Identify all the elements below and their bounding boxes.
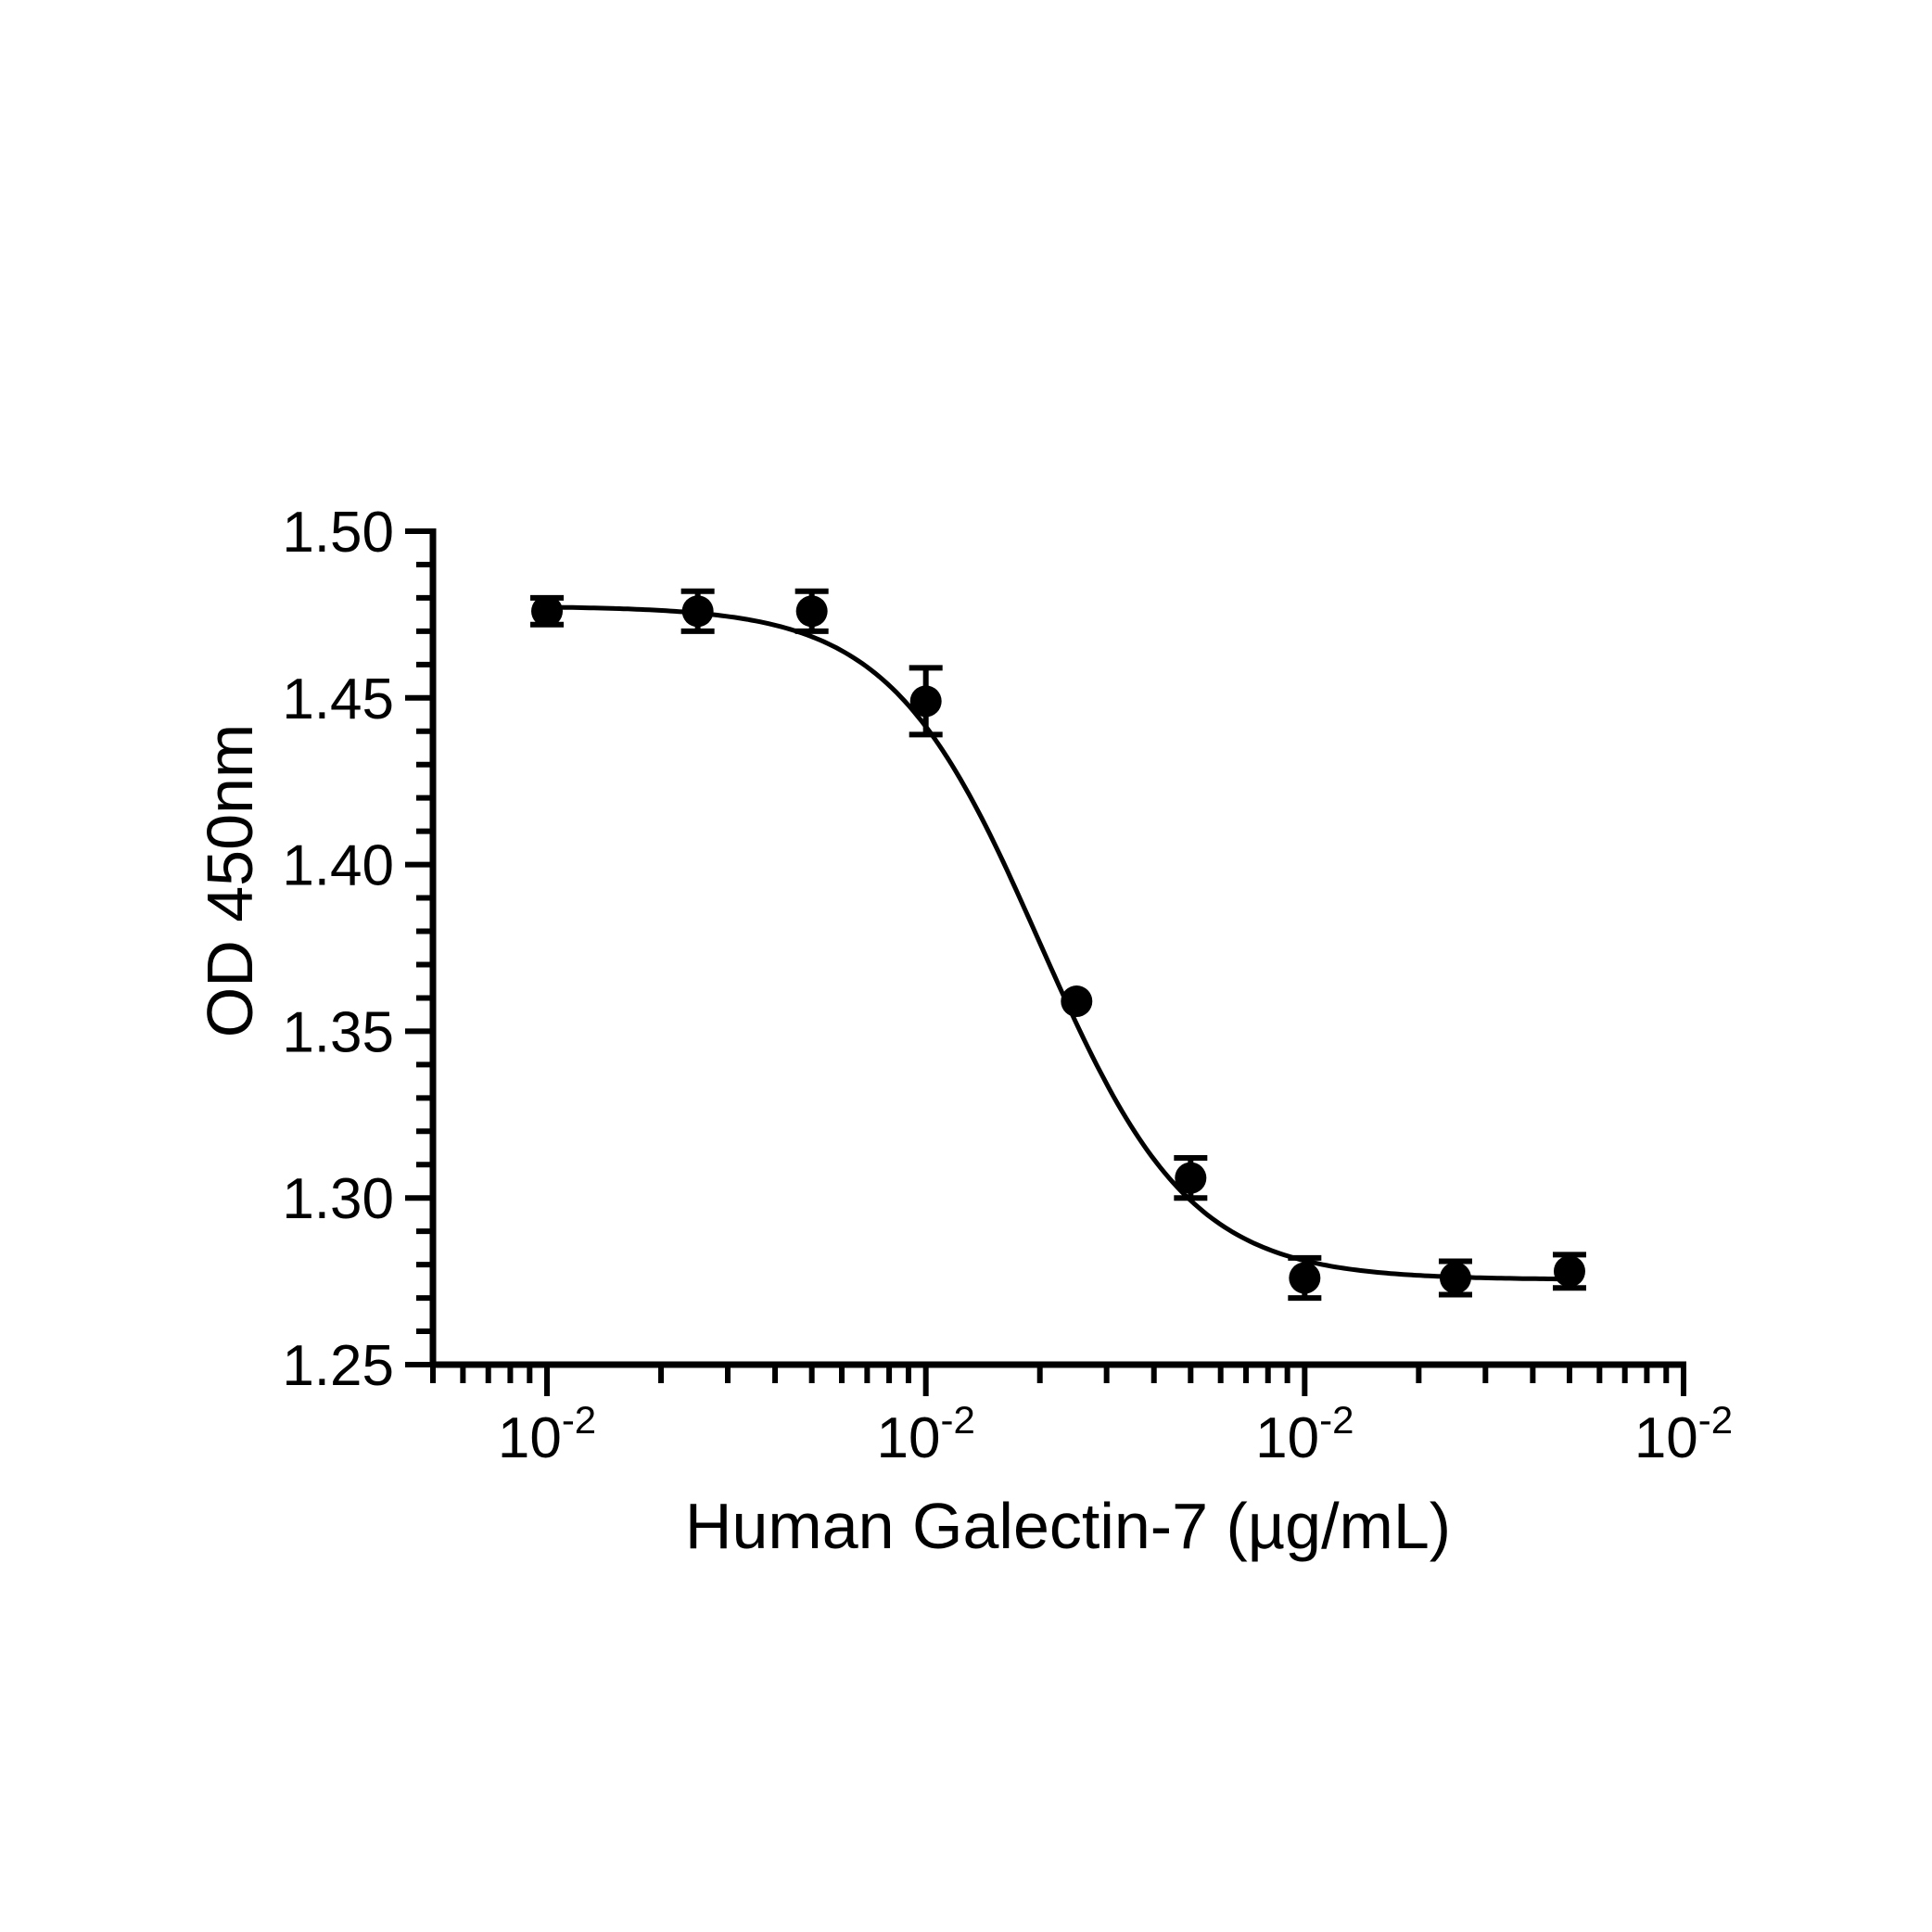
point-marker <box>681 595 714 628</box>
data-point <box>530 594 565 628</box>
point-marker <box>795 595 828 628</box>
point-marker <box>909 685 942 718</box>
fit-curve <box>546 604 1570 1282</box>
y-tick-label: 1.35 <box>282 1000 394 1064</box>
y-tick-label: 1.30 <box>282 1167 394 1231</box>
data-point <box>1061 985 1093 1018</box>
data-point <box>680 588 715 634</box>
y-tick-label: 1.45 <box>282 667 394 731</box>
point-marker <box>1061 985 1093 1018</box>
data-points <box>530 588 1586 1302</box>
data-point <box>1288 1254 1322 1302</box>
data-point <box>1174 1155 1208 1201</box>
fit-curve-group <box>546 604 1570 1282</box>
axes: 1.25 1.30 1.35 1.40 1.45 1.50 10-2 10-2 10-2 10-2 <box>282 501 1733 1470</box>
x-tick-label: 10-2 <box>1255 1398 1354 1470</box>
point-marker <box>1553 1255 1585 1288</box>
x-tick-label: 10-2 <box>877 1398 975 1470</box>
point-marker <box>1175 1162 1207 1194</box>
point-marker <box>1289 1262 1321 1294</box>
data-point <box>909 665 943 738</box>
data-point <box>794 588 829 634</box>
data-point <box>1552 1252 1586 1291</box>
y-axis-title: OD 450nm <box>194 724 266 1037</box>
y-tick-label: 1.40 <box>282 834 394 898</box>
data-point <box>1438 1258 1472 1298</box>
point-marker <box>531 595 564 628</box>
x-tick-label: 10-2 <box>498 1398 596 1470</box>
point-marker <box>1439 1262 1471 1294</box>
y-tick-label: 1.50 <box>282 501 394 565</box>
y-tick-label: 1.25 <box>282 1334 394 1398</box>
x-tick-label: 10-2 <box>1634 1398 1733 1470</box>
x-axis-title: Human Galectin-7 (µg/mL) <box>685 1490 1451 1562</box>
